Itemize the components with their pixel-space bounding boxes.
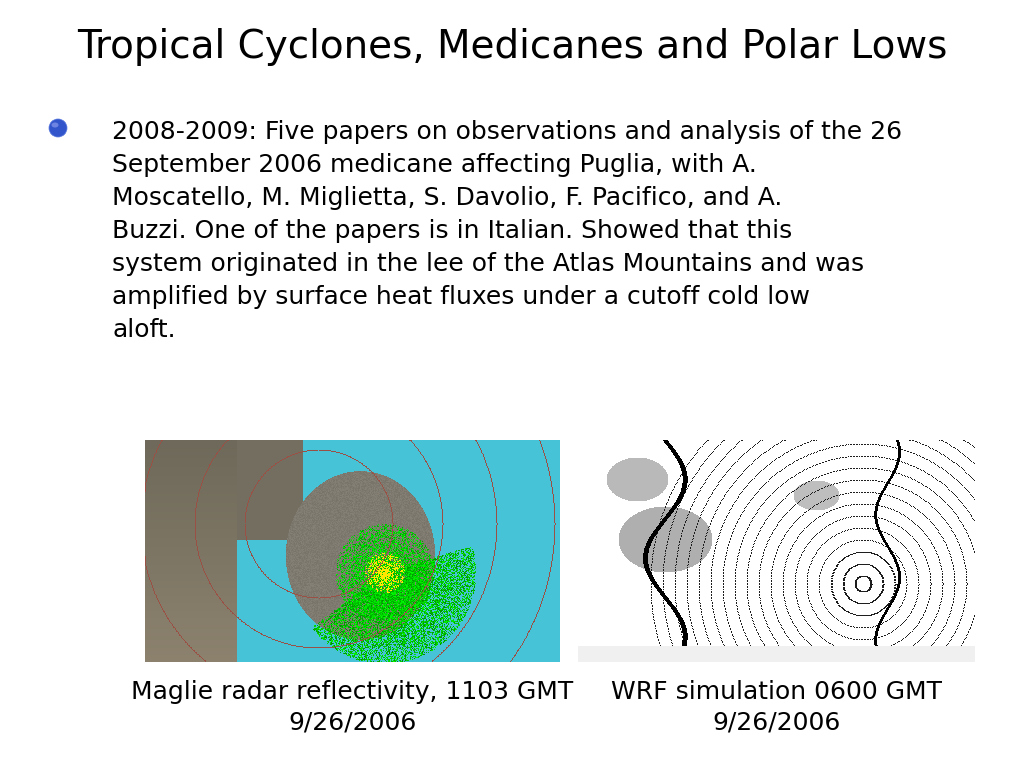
Text: system originated in the lee of the Atlas Mountains and was: system originated in the lee of the Atla…	[112, 252, 864, 276]
Text: Tropical Cyclones, Medicanes and Polar Lows: Tropical Cyclones, Medicanes and Polar L…	[77, 28, 947, 66]
Text: aloft.: aloft.	[112, 318, 176, 342]
Text: Buzzi. One of the papers is in Italian. Showed that this: Buzzi. One of the papers is in Italian. …	[112, 219, 793, 243]
Text: September 2006 medicane affecting Puglia, with A.: September 2006 medicane affecting Puglia…	[112, 153, 757, 177]
Text: Maglie radar reflectivity, 1103 GMT: Maglie radar reflectivity, 1103 GMT	[131, 680, 573, 704]
Text: WRF simulation 0600 GMT: WRF simulation 0600 GMT	[611, 680, 942, 704]
Text: amplified by surface heat fluxes under a cutoff cold low: amplified by surface heat fluxes under a…	[112, 285, 810, 309]
Text: 9/26/2006: 9/26/2006	[713, 710, 841, 734]
Ellipse shape	[49, 119, 67, 137]
Text: 9/26/2006: 9/26/2006	[289, 710, 417, 734]
Text: Moscatello, M. Miglietta, S. Davolio, F. Pacifico, and A.: Moscatello, M. Miglietta, S. Davolio, F.…	[112, 186, 782, 210]
Text: 2008-2009: Five papers on observations and analysis of the 26: 2008-2009: Five papers on observations a…	[112, 120, 902, 144]
Ellipse shape	[51, 123, 58, 127]
